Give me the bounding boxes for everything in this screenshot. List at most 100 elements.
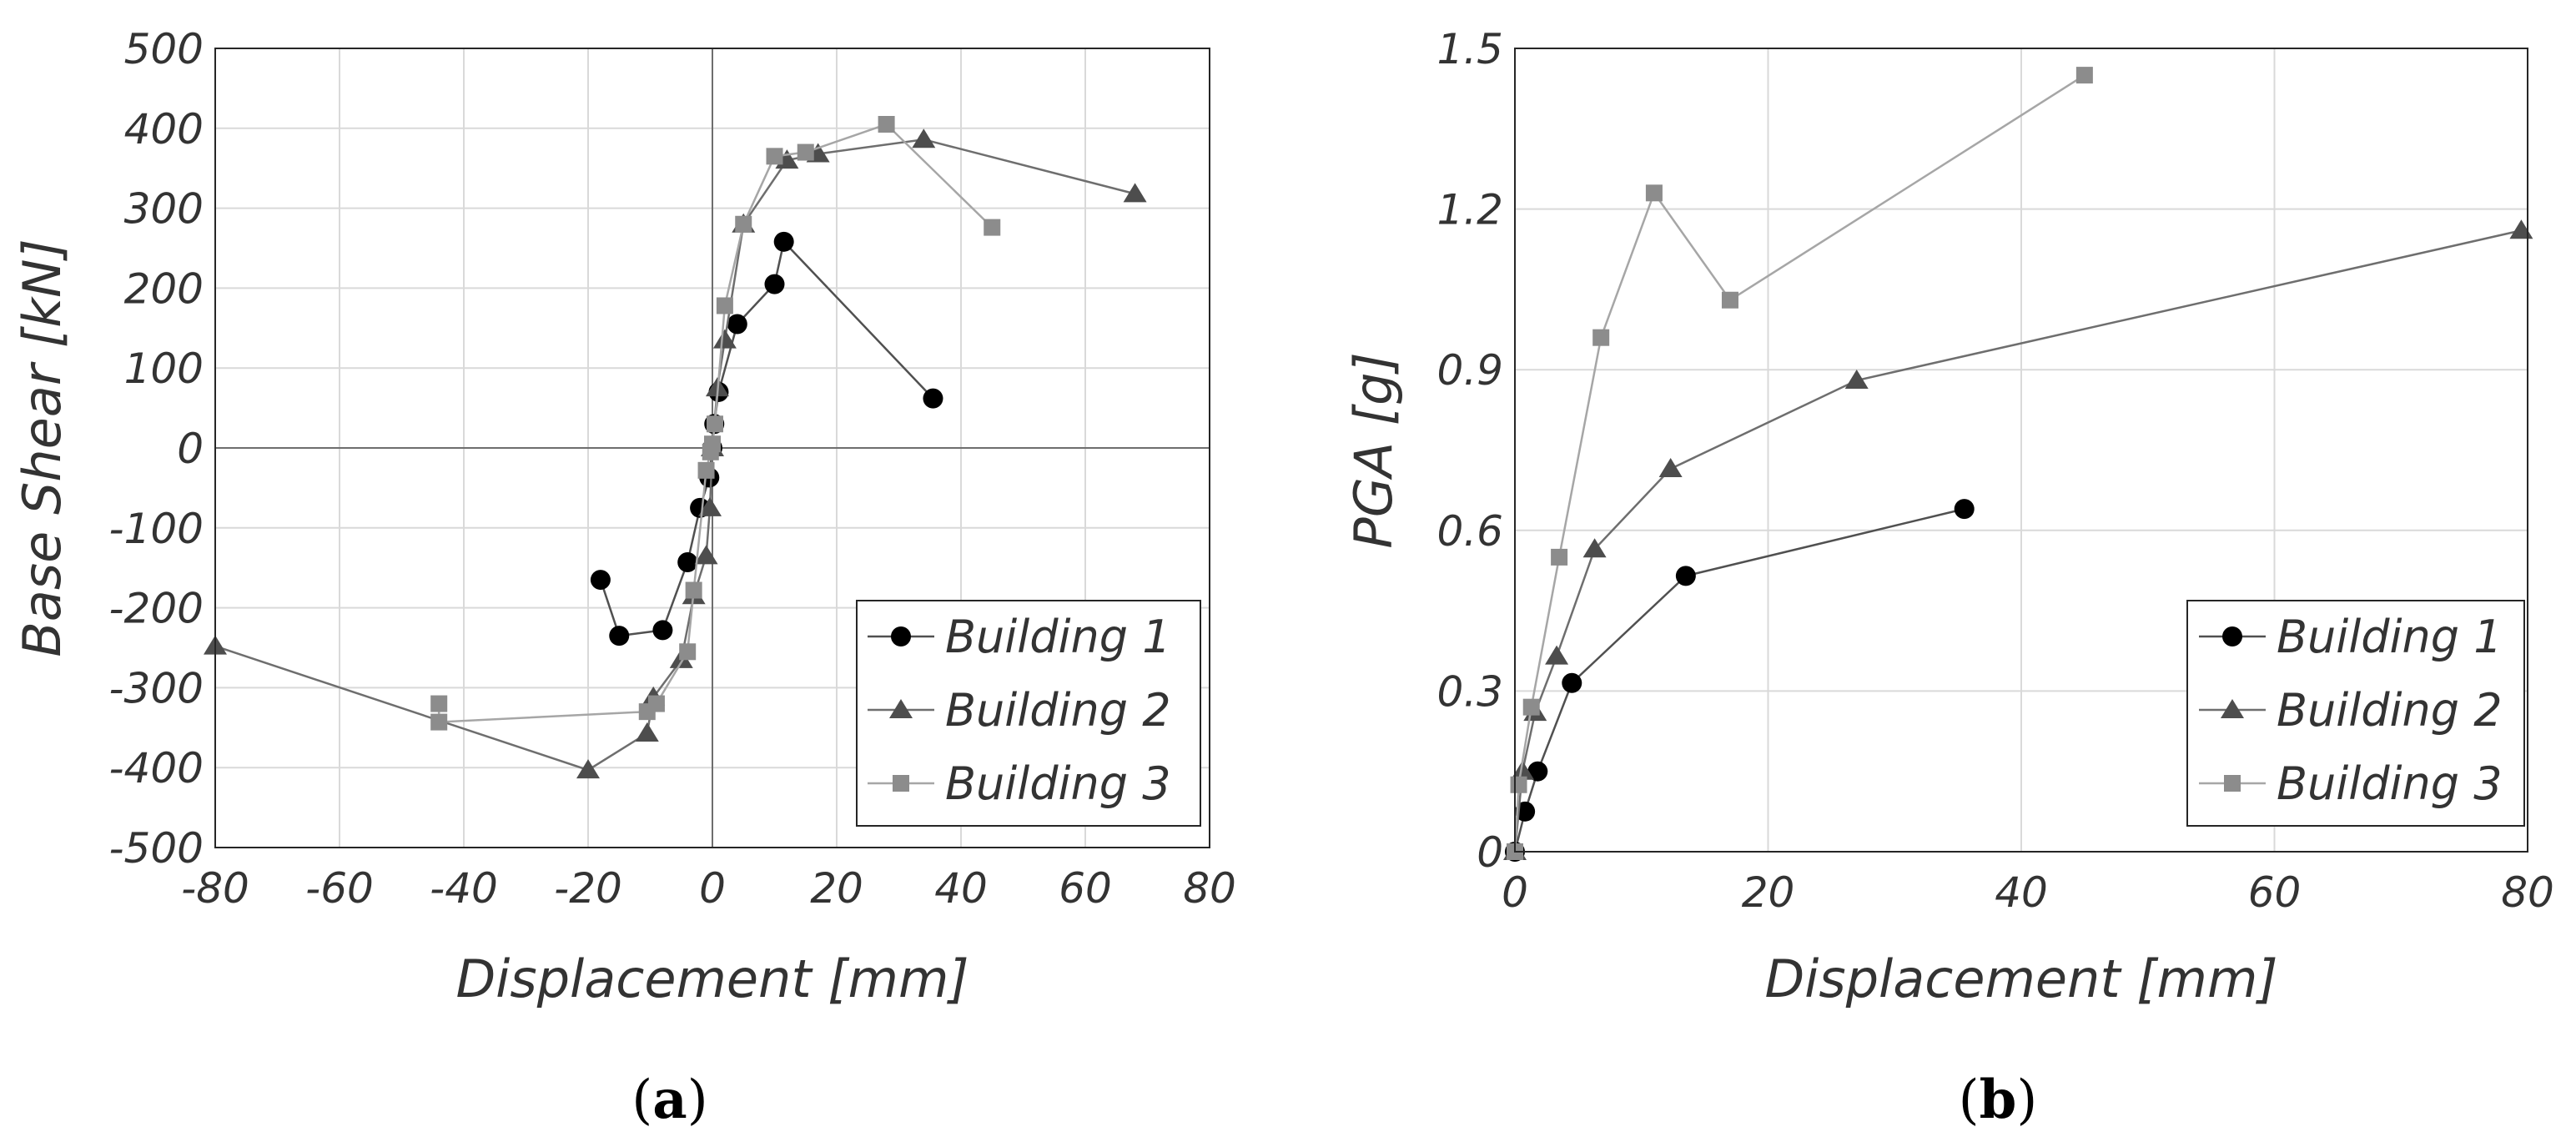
panel-b-building-1-line — [1513, 507, 1965, 853]
panel-a-building-3-point — [679, 643, 697, 661]
panel-b-building-3-point — [1522, 698, 1540, 716]
panel-a-building-2-point — [698, 496, 722, 516]
panel-b-building-1-point — [1954, 499, 1975, 520]
panel-a-legend-building-3-marker — [893, 775, 909, 792]
panel-a-x-tick-label: -40 — [430, 864, 498, 913]
panel-a-building-3-point — [878, 116, 895, 133]
panel-a-legend-building-2-marker — [889, 699, 913, 718]
panel-b-y-tick-label: 1.2 — [1436, 186, 1503, 234]
panel-b-building-3-point — [1510, 776, 1527, 793]
panel-b-chart: 0 20 40 60 80 1.5 1.2 0.9 0.6 0.3 0 Displacement … — [1343, 25, 2554, 1131]
panel-a-building-3-point — [430, 713, 448, 731]
panel-a-building-2-point — [712, 329, 737, 349]
panel-a-y-tick-label: 300 — [124, 185, 204, 234]
panel-a-building-2-point — [912, 128, 936, 148]
panel-a-chart: -80 -60 -40 -20 0 20 40 60 80 500 400 300 200 100 0 -1… — [12, 25, 1236, 1131]
panel-a-x-tick-label: 60 — [1059, 864, 1112, 913]
panel-b-legend-building-1-marker — [2222, 626, 2242, 646]
panel-a-building-3-point — [430, 695, 448, 712]
panel-b-building-2-point — [1545, 645, 1569, 665]
panel-b-label: (b) — [1959, 1069, 2038, 1131]
panel-a-letter: a — [652, 1069, 687, 1131]
panel-a-building-1-line — [599, 239, 934, 637]
panel-a-building-1-point — [677, 551, 698, 572]
panel-a-building-2-point — [635, 722, 659, 742]
panel-a-building-3-point — [647, 695, 665, 712]
panel-a-building-1-point — [773, 231, 794, 252]
panel-a-building-1-point — [923, 388, 943, 409]
panel-b-building-2-line — [1513, 229, 2522, 853]
panel-b-legend-building-3-marker — [2224, 775, 2241, 792]
panel-a-building-3-point — [704, 435, 721, 453]
panel-b-letter: b — [1980, 1069, 2017, 1131]
panel-a-building-3-point — [697, 461, 715, 479]
panel-a-legend: Building 1 Building 2 Building 3 — [856, 600, 1201, 827]
panel-a-y-tick-label: 500 — [124, 25, 204, 73]
panel-b-building-2-point — [1511, 760, 1535, 780]
panel-b-x-ticks: 0 20 40 60 80 — [1502, 868, 2554, 917]
panel-a-x-tick-label: 40 — [934, 864, 988, 913]
panel-a-legend-box — [856, 600, 1201, 827]
panel-a-building-3-point — [706, 415, 723, 433]
panel-b-x-tick-label: 60 — [2248, 868, 2302, 917]
panel-a-x-tick-label: 20 — [810, 864, 863, 913]
panel-b-legend-box — [2186, 600, 2525, 827]
panel-a-y-tick-label: -100 — [109, 505, 204, 553]
panel-a-building-1-point — [764, 274, 785, 294]
panel-b-legend-building-2-label: Building 2 — [2277, 684, 2503, 737]
panel-a-building-2-point — [1123, 183, 1147, 203]
panel-b-building-3-point — [2075, 67, 2093, 84]
panel-a-x-ticks: -80 -60 -40 -20 0 20 40 60 80 — [181, 864, 1236, 913]
panel-b-x-tick-label: 80 — [2501, 868, 2554, 917]
panel-a-building-1-point — [590, 570, 611, 591]
panel-a-x-tick-label: -60 — [305, 864, 374, 913]
panel-a-building-3-point — [735, 215, 752, 233]
panel-a-y-tick-label: 0 — [177, 425, 204, 473]
panel-a-legend-building-3-label: Building 3 — [945, 757, 1171, 810]
panel-a-x-tick-label: 80 — [1183, 864, 1236, 913]
panel-a-building-2-point — [694, 545, 718, 565]
panel-a-building-3-point — [685, 581, 702, 599]
panel-b-series — [1503, 67, 2533, 862]
panel-b-y-tick-label: 0.6 — [1436, 507, 1503, 556]
panel-b-y-axis-label: PGA [g] — [1343, 352, 1404, 548]
panel-a-building-2-point — [576, 759, 600, 779]
panel-a-building-1-point — [652, 620, 673, 641]
panel-a-y-tick-label: -200 — [109, 585, 204, 633]
panel-a-y-axis-label: Base Shear [kN] — [12, 239, 73, 657]
panel-b-legend-building-3-label: Building 3 — [2277, 757, 2503, 810]
panel-b-building-1-point — [1675, 566, 1696, 586]
panel-a-legend-building-2-label: Building 2 — [945, 684, 1171, 737]
panel-b-x-axis-label: Displacement [mm] — [1764, 948, 2277, 1009]
panel-a-y-tick-label: 400 — [124, 105, 204, 153]
panel-b-building-2-point — [2509, 219, 2533, 239]
panel-a-y-ticks: 500 400 300 200 100 0 -100 -200 -300 -400 -500 — [109, 25, 204, 873]
panel-a-x-tick-label: 0 — [699, 864, 726, 913]
panel-a-y-tick-label: -400 — [109, 744, 204, 792]
panel-b-building-2-point — [1844, 370, 1869, 390]
panel-a-y-tick-label: 100 — [124, 345, 204, 393]
panel-a-building-3-point — [797, 143, 814, 161]
panel-b-building-2-point — [1582, 538, 1607, 558]
panel-a-x-tick-label: -80 — [181, 864, 249, 913]
panel-b-building-3-line — [1513, 74, 2085, 853]
panel-b-y-ticks: 1.5 1.2 0.9 0.6 0.3 0 — [1436, 25, 1503, 877]
panel-a-building-1-point — [609, 626, 630, 646]
panel-b-frame — [1514, 48, 2528, 853]
panel-b-building-2-point — [1658, 457, 1683, 477]
panel-a-frame — [214, 48, 1210, 848]
panel-a-x-axis-label: Displacement [mm] — [455, 948, 969, 1009]
panel-a-y-tick-label: 200 — [124, 264, 204, 313]
panel-b-building-3-point — [1592, 329, 1610, 346]
panel-a-building-3-point — [984, 219, 1001, 236]
panel-a-label: (a) — [631, 1069, 707, 1131]
panel-a-building-3-point — [766, 148, 783, 165]
panel-b-legend-building-1-label: Building 1 — [2277, 611, 2503, 663]
panel-b-x-tick-label: 40 — [1995, 868, 2048, 917]
panel-b-building-3-point — [1551, 548, 1568, 566]
panel-b-building-1-point — [1527, 761, 1548, 782]
panel-b-y-tick-label: 0 — [1477, 828, 1503, 877]
panel-b-building-1-point — [1562, 672, 1582, 693]
panel-a-building-3-point — [716, 297, 733, 314]
